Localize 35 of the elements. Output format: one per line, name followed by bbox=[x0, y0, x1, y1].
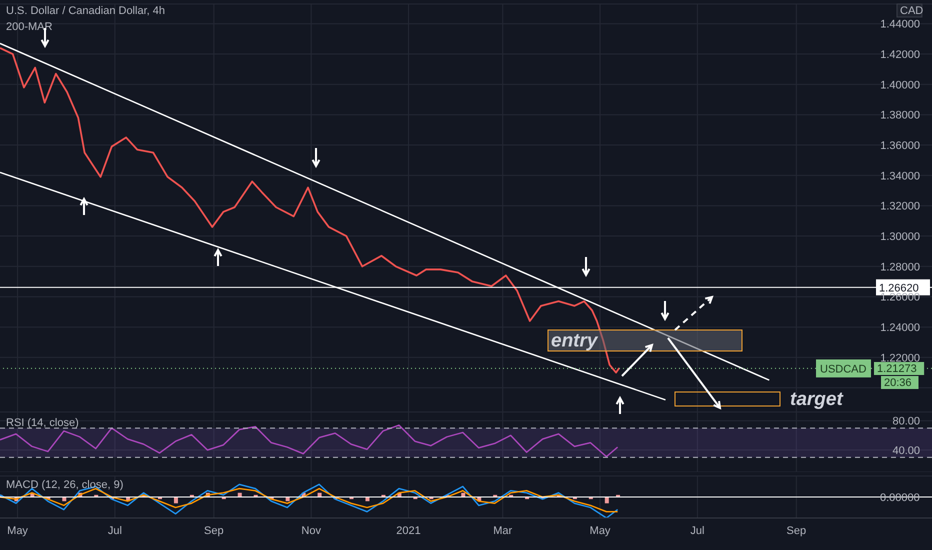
y-tick-label: 1.40000 bbox=[880, 79, 920, 92]
annotation: entry bbox=[551, 330, 599, 352]
x-tick-label: Nov bbox=[301, 524, 322, 537]
x-tick-label: Jul bbox=[690, 524, 704, 537]
x-tick-label: Jul bbox=[108, 524, 122, 537]
y-tick-label: 1.32000 bbox=[880, 200, 920, 213]
y-tick-label: 1.34000 bbox=[880, 170, 920, 182]
y-tick-label: 1.28000 bbox=[880, 261, 920, 274]
x-tick-label: Mar bbox=[493, 524, 513, 537]
y-tick-label: 1.38000 bbox=[880, 110, 920, 122]
annotation: 200-MAR bbox=[6, 21, 53, 33]
y-tick-label: 40.00 bbox=[892, 444, 920, 457]
y-tick-label: 1.24000 bbox=[880, 322, 920, 334]
x-tick-label: May bbox=[590, 524, 611, 537]
y-tick-label: 1.44000 bbox=[880, 18, 920, 31]
x-tick-label: 2021 bbox=[396, 524, 421, 537]
note-box: entry bbox=[548, 330, 742, 352]
ref-line-label: USDCAD bbox=[820, 363, 867, 376]
y-tick-label: 80.00 bbox=[892, 416, 920, 428]
y-tick-label: 1.22000 bbox=[880, 352, 920, 364]
annotation: MACD (12, 26, close, 9) bbox=[6, 479, 124, 491]
y-tick-label: 1.42000 bbox=[880, 48, 920, 61]
annotation: RSI (14, close) bbox=[6, 417, 79, 429]
x-tick-label: May bbox=[7, 524, 28, 537]
y-tick-label: 1.30000 bbox=[880, 230, 920, 243]
annotation: CAD bbox=[900, 5, 924, 17]
annotation: 20:36 bbox=[884, 377, 912, 389]
chart-title: U.S. Dollar / Canadian Dollar, 4h bbox=[6, 5, 165, 17]
note-box: target bbox=[674, 389, 843, 410]
annotation: 1.21273 bbox=[877, 363, 917, 375]
x-tick-label: Sep bbox=[204, 524, 224, 537]
ref-line-label: 1.26620 bbox=[879, 282, 919, 294]
x-tick-label: Sep bbox=[786, 524, 806, 537]
y-tick-label: 1.36000 bbox=[880, 140, 920, 152]
annotation: target bbox=[790, 389, 844, 410]
